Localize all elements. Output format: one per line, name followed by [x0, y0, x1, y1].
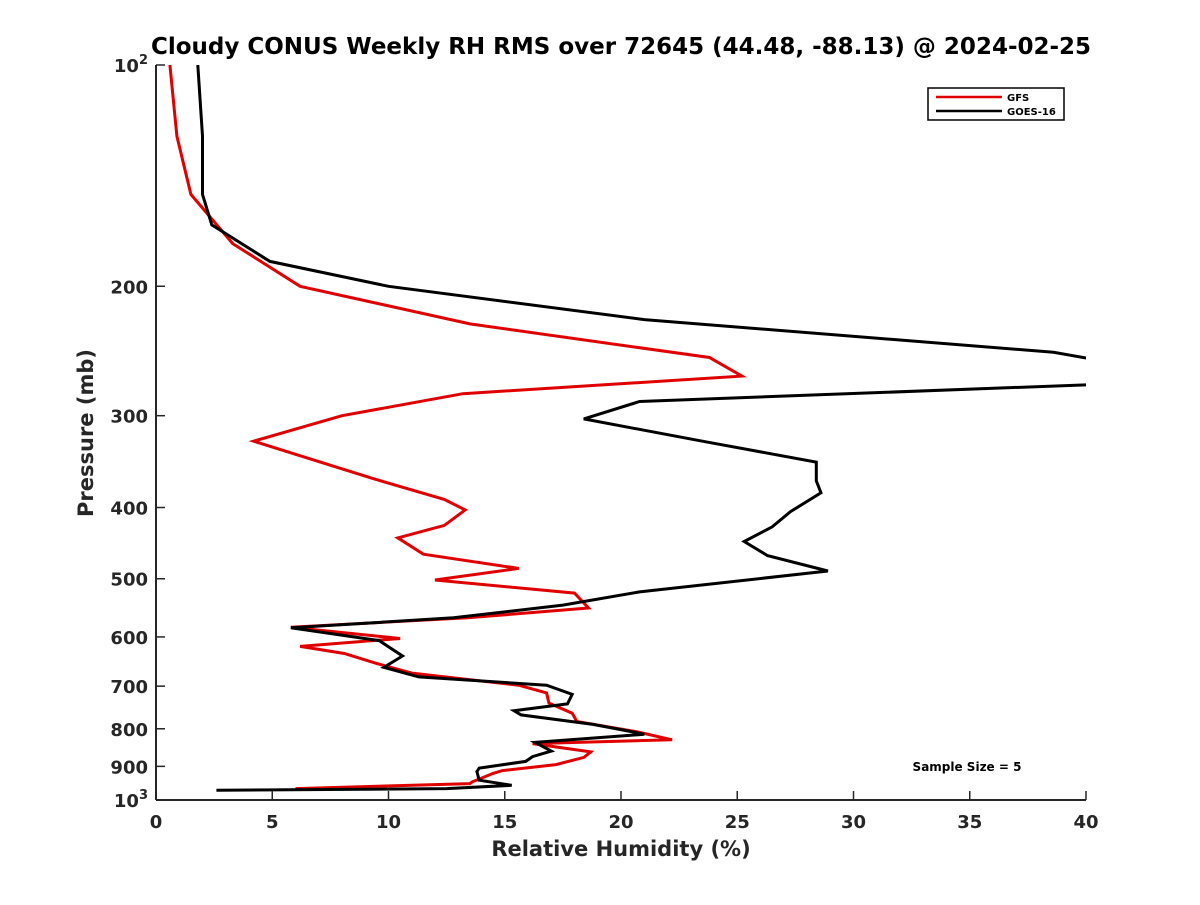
plot-area: 0 5 10 15 20 25 30 35 40 102 200 300 400 500 600 700 800… [110, 53, 1098, 833]
y-tick-label: 800 [110, 720, 148, 741]
legend-label-goes-16: GOES-16 [1007, 107, 1056, 118]
y-tick-label: 200 [110, 277, 148, 298]
sample-size-annotation: Sample Size = 5 [913, 760, 1022, 774]
x-tick-label: 40 [1073, 812, 1098, 833]
legend-label-gfs: GFS [1007, 93, 1029, 104]
legend: GFS GOES-16 [927, 87, 1065, 121]
y-tick-label: 600 [110, 628, 148, 649]
x-tick-label: 5 [266, 812, 279, 833]
y-tick-label: 700 [110, 677, 148, 698]
x-tick-label: 35 [957, 812, 982, 833]
x-tick-label: 20 [608, 812, 633, 833]
y-tick-label: 500 [110, 570, 148, 591]
y-tick-label: 900 [110, 757, 148, 778]
y-tick-label: 400 [110, 499, 148, 520]
series-layer [168, 65, 1086, 792]
x-axis-label: Relative Humidity (%) [491, 837, 750, 861]
chart-title: Cloudy CONUS Weekly RH RMS over 72645 (4… [151, 34, 1091, 60]
x-tick-label: 25 [725, 812, 750, 833]
x-tick-label: 10 [376, 812, 401, 833]
y-tick-label: 102 [114, 53, 148, 77]
series-line-goes-16 [196, 65, 1086, 792]
y-tick-label: 300 [110, 407, 148, 428]
y-tick-label: 103 [114, 788, 148, 812]
x-tick-label: 15 [492, 812, 517, 833]
x-tick-label: 0 [150, 812, 163, 833]
x-tick-label: 30 [841, 812, 866, 833]
tick-layer: 0 5 10 15 20 25 30 35 40 102 200 300 400 500 600 700 800… [110, 53, 1098, 833]
legend-box [927, 87, 1065, 121]
y-axis-label: Pressure (mb) [74, 349, 98, 517]
